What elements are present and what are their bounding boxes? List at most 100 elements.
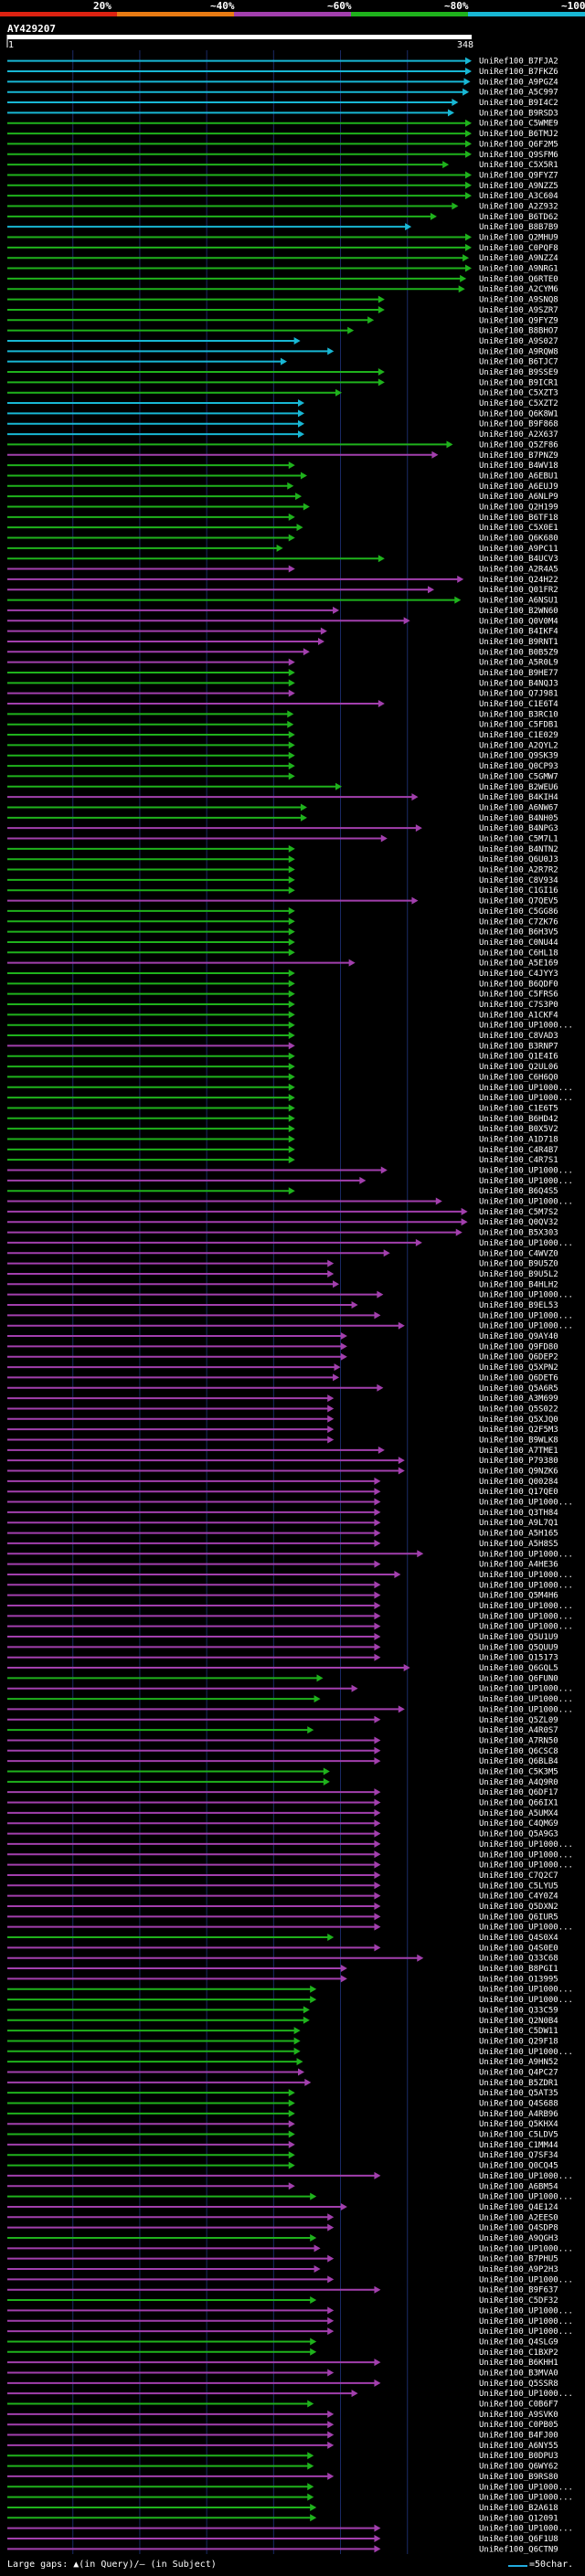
hit-arrow [374,1860,381,1869]
hit-label: UniRef100_Q9NZK6 [479,1468,558,1477]
hit-arrow [431,451,439,459]
hit-label: UniRef100_C1GI16 [479,886,558,896]
hit-label: UniRef100_C1BXP2 [479,2348,558,2358]
hit-label: UniRef100_UP1000... [479,1167,573,1176]
hit-arrow [333,1373,340,1382]
hit-arrow [288,658,295,666]
hit-label: UniRef100_UP1000... [479,2306,573,2316]
hit-arrow [288,2089,295,2097]
hit-arrow [288,938,295,946]
hit-label: UniRef100_Q6DEP2 [479,1353,558,1362]
hit-arrow [374,1746,381,1754]
hit-label: UniRef100_A3C604 [479,192,558,201]
hit-label: UniRef100_C5K3M5 [479,1767,558,1776]
hit-label: UniRef100_B5X303 [479,1229,558,1238]
hit-label: UniRef100_UP1000... [479,2193,573,2202]
hit-arrow [398,1705,405,1713]
hit-arrow [374,1529,381,1537]
hit-arrow [374,2524,381,2532]
hit-label: UniRef100_A6EBU1 [479,472,558,481]
hit-arrow [288,1042,295,1050]
hit-label: UniRef100_Q24H22 [479,576,558,585]
hit-label: UniRef100_UP1000... [479,1022,573,1031]
hit-arrow [310,2296,317,2305]
hit-arrow [351,1684,358,1692]
hit-arrow [317,637,324,645]
hit-label: UniRef100_Q2N0B4 [479,2017,558,2026]
hit-arrow [374,1488,381,1496]
hit-arrow [288,949,295,957]
hit-label: UniRef100_UP1000... [479,2525,573,2534]
hit-label: UniRef100_UP1000... [479,1924,573,1933]
hit-label: UniRef100_A9RQW8 [479,347,558,356]
hit-label: UniRef100_UP1000... [479,1986,573,1995]
hit-label: UniRef100_B7PNZ9 [479,451,558,461]
hit-arrow [374,2171,381,2179]
hit-label: UniRef100_Q15173 [479,1654,558,1663]
hit-arrow [383,1249,390,1257]
hit-label: UniRef100_B9SSE9 [479,368,558,377]
hit-arrow [398,1467,405,1475]
hit-arrow [340,1965,347,1973]
hit-arrow [288,1052,295,1060]
hit-label: UniRef100_A6NLP9 [479,493,558,502]
hit-label: UniRef100_B9F637 [479,2286,558,2295]
hit-label: UniRef100_C0PQF8 [479,244,558,253]
hit-label: UniRef100_UP1000... [479,1861,573,1871]
hit-label: UniRef100_Q5ZL09 [479,1716,558,1725]
hit-label: UniRef100_C5DW11 [479,2027,558,2036]
hit-label: UniRef100_Q6U0J3 [479,855,558,864]
hit-label: UniRef100_UP1000... [479,1840,573,1850]
hit-label: UniRef100_UP1000... [479,2317,573,2327]
hit-label: UniRef100_C4JYY3 [479,970,558,979]
hit-label: UniRef100_B9I4C2 [479,99,558,108]
hit-label: UniRef100_Q1E4I6 [479,1053,558,1062]
hit-label: UniRef100_A9QGH3 [479,2234,558,2243]
hit-label: UniRef100_B4IKF4 [479,628,558,637]
hit-arrow [340,2202,347,2210]
gaps-legend: Large gaps: ▲(in Query)/— (in Subject) [7,2560,217,2570]
hit-arrow [327,1269,335,1277]
hit-arrow [374,1882,381,1890]
hit-arrow [288,855,295,864]
hit-arrow [455,1228,463,1236]
hit-arrow [405,223,412,231]
hit-label: UniRef100_C6H6Q0 [479,1073,558,1082]
hit-label: UniRef100_B9U5L2 [479,1270,558,1279]
hit-label: UniRef100_Q6WY62 [479,2463,558,2472]
hit-arrow [310,2514,317,2522]
hit-label: UniRef100_C4QMG9 [479,1819,558,1829]
hit-arrow [398,1457,405,1465]
hit-arrow [377,1290,384,1299]
hit-label: UniRef100_Q6K680 [479,535,558,544]
hit-label: UniRef100_Q7QEV5 [479,897,558,906]
hit-arrow [367,316,375,324]
hit-arrow [295,493,303,501]
hit-arrow [288,2130,295,2138]
hit-arrow [378,368,385,376]
hit-label: UniRef100_B9RNT1 [479,638,558,647]
hit-arrow [374,1591,381,1599]
hit-arrow [288,689,295,697]
hit-label: UniRef100_Q33C59 [479,2006,558,2015]
hit-arrow [288,875,295,884]
hit-label: UniRef100_UP1000... [479,1996,573,2005]
hit-arrow [378,378,385,387]
hit-arrow [288,2140,295,2148]
hit-label: UniRef100_B3RNP7 [479,1042,558,1051]
hit-arrow [288,886,295,895]
hit-label: UniRef100_UP1000... [479,1094,573,1103]
hit-arrow [287,720,294,728]
legend-swatch [468,12,585,16]
hit-arrow [465,192,472,200]
hit-label: UniRef100_UP1000... [479,1581,573,1590]
hit-arrow [458,285,465,293]
hit-label: UniRef100_A5H165 [479,1530,558,1539]
hit-arrow [280,357,287,366]
hit-label: UniRef100_C5LYU5 [479,1882,558,1891]
hit-arrow [323,1777,330,1786]
hit-arrow [314,2244,321,2253]
hit-label: UniRef100_A4HE36 [479,1561,558,1570]
hit-label: UniRef100_Q5DXN2 [479,1903,558,1912]
hit-arrow [300,813,307,822]
